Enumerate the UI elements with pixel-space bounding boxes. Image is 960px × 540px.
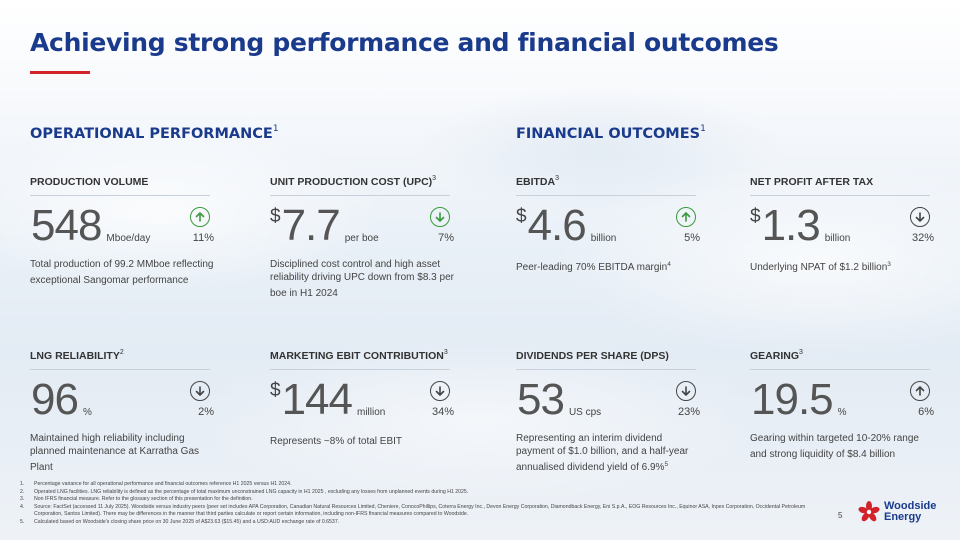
kpi-card: GEARING3 19.5 % 6% Gearing within target… <box>750 349 942 461</box>
kpi-percent-change: 7% <box>438 232 454 244</box>
divider <box>30 369 210 370</box>
kpi-card: DIVIDENDS PER SHARE (DPS) 53 US cps 23% … <box>516 349 708 474</box>
kpi-metric: $ 7.7 per boe 7% <box>270 196 462 258</box>
kpi-description: Disciplined cost control and high asset … <box>270 259 454 299</box>
kpi-card: LNG RELIABILITY2 96 % 2% Maintained high… <box>30 349 222 474</box>
kpi-unit: Mboe/day <box>106 233 151 244</box>
kpi-metric: 548 Mboe/day 11% <box>30 196 222 258</box>
kpi-value: 7.7 <box>281 201 341 250</box>
kpi-value: 4.6 <box>527 201 587 250</box>
woodside-logo: Woodside Energy <box>858 501 936 523</box>
arrow-down-icon <box>430 207 450 227</box>
arrow-down-icon <box>910 207 930 227</box>
kpi-metric: 96 % 2% <box>30 370 222 432</box>
kpi-value: 96 <box>31 375 79 424</box>
kpi-label: NET PROFIT AFTER TAX <box>750 176 874 188</box>
currency-symbol: $ <box>270 206 281 227</box>
kpi-card: MARKETING EBIT CONTRIBUTION3 $ 144 milli… <box>270 349 462 448</box>
kpi-metric: $ 1.3 billion 32% <box>750 196 942 258</box>
kpi-value: 53 <box>517 375 565 424</box>
footnote: 1. Percentage variance for all operationa… <box>20 481 292 487</box>
kpi-unit: US cps <box>568 407 602 418</box>
kpi-percent-change: 32% <box>911 232 934 244</box>
kpi-label: UNIT PRODUCTION COST (UPC)3 <box>270 175 437 188</box>
woodside-flower-logo-icon <box>858 501 880 522</box>
currency-symbol: $ <box>750 206 761 227</box>
footnote: 3. Non IFRS financial measure. Refer to t… <box>20 496 253 502</box>
kpi-percent-change: 6% <box>918 406 934 418</box>
currency-symbol: $ <box>270 380 281 401</box>
kpi-percent-change: 5% <box>684 232 700 244</box>
kpi-card: NET PROFIT AFTER TAX $ 1.3 billion 32% U… <box>750 175 942 274</box>
arrow-down-icon <box>190 381 210 401</box>
kpi-unit: % <box>837 407 847 418</box>
arrow-down-icon <box>430 381 450 401</box>
title-underline <box>30 71 90 74</box>
footnote: 5. Calculated based on Woodside's closing… <box>20 518 340 525</box>
kpi-metric: 19.5 % 6% <box>750 370 942 432</box>
kpi-unit: per boe <box>344 233 379 244</box>
section-title-operational: OPERATIONAL PERFORMANCE1 <box>30 124 279 142</box>
page-title: Achieving strong performance and financi… <box>30 28 779 57</box>
kpi-description: Represents ~8% of total EBIT <box>270 436 403 447</box>
kpi-percent-change: 11% <box>192 232 214 244</box>
kpi-unit: billion <box>824 233 851 244</box>
footnote: 2. Operated LNG facilities. LNG reliabili… <box>20 488 469 495</box>
page-number: 5 <box>838 511 843 520</box>
kpi-value: 1.3 <box>761 201 821 250</box>
kpi-percent-change: 23% <box>677 406 700 418</box>
kpi-value: 548 <box>31 201 102 250</box>
kpi-metric: 53 US cps 23% <box>516 370 708 432</box>
divider <box>750 369 930 370</box>
kpi-metric: $ 144 million 34% <box>270 370 462 432</box>
divider <box>30 195 210 196</box>
kpi-description: Maintained high reliability including pl… <box>30 433 199 473</box>
arrow-up-icon <box>676 207 696 227</box>
kpi-card: EBITDA3 $ 4.6 billion 5% Peer-leading 70… <box>516 175 708 274</box>
kpi-description: Gearing within targeted 10-20% range and… <box>750 433 919 460</box>
kpi-percent-change: 34% <box>431 406 454 418</box>
arrow-up-icon <box>190 207 210 227</box>
footnote: 4. Source: FactSet (accessed 11 July 2025… <box>20 503 806 518</box>
arrow-up-icon <box>910 381 930 401</box>
kpi-unit: billion <box>590 233 617 244</box>
kpi-label: LNG RELIABILITY2 <box>30 349 124 362</box>
logo-text: Woodside Energy <box>884 500 937 523</box>
kpi-label: EBITDA3 <box>516 175 559 188</box>
divider <box>270 195 450 196</box>
currency-symbol: $ <box>516 206 527 227</box>
section-title-financial: FINANCIAL OUTCOMES1 <box>516 124 706 142</box>
divider <box>750 195 930 196</box>
kpi-label: PRODUCTION VOLUME <box>30 176 149 188</box>
kpi-percent-change: 2% <box>198 406 214 418</box>
divider <box>516 195 696 196</box>
kpi-value: 144 <box>281 375 353 424</box>
kpi-label: DIVIDENDS PER SHARE (DPS) <box>516 350 669 362</box>
footnotes: 1. Percentage variance for all operationa… <box>20 481 810 526</box>
kpi-unit: % <box>82 407 92 418</box>
kpi-label: GEARING3 <box>750 349 803 362</box>
kpi-description: Peer-leading 70% EBITDA margin4 <box>516 261 671 273</box>
kpi-card: PRODUCTION VOLUME 548 Mboe/day 11% Total… <box>30 175 222 287</box>
divider <box>516 369 696 370</box>
kpi-description: Representing an interim dividend payment… <box>516 433 689 473</box>
kpi-description: Underlying NPAT of $1.2 billion3 <box>750 261 891 273</box>
arrow-down-icon <box>676 381 696 401</box>
divider <box>270 369 450 370</box>
kpi-value: 19.5 <box>751 375 834 424</box>
kpi-metric: $ 4.6 billion 5% <box>516 196 708 258</box>
kpi-card: UNIT PRODUCTION COST (UPC)3 $ 7.7 per bo… <box>270 175 462 300</box>
kpi-label: MARKETING EBIT CONTRIBUTION3 <box>270 349 448 362</box>
kpi-description: Total production of 99.2 MMboe reflectin… <box>30 259 214 286</box>
kpi-unit: million <box>357 407 386 418</box>
